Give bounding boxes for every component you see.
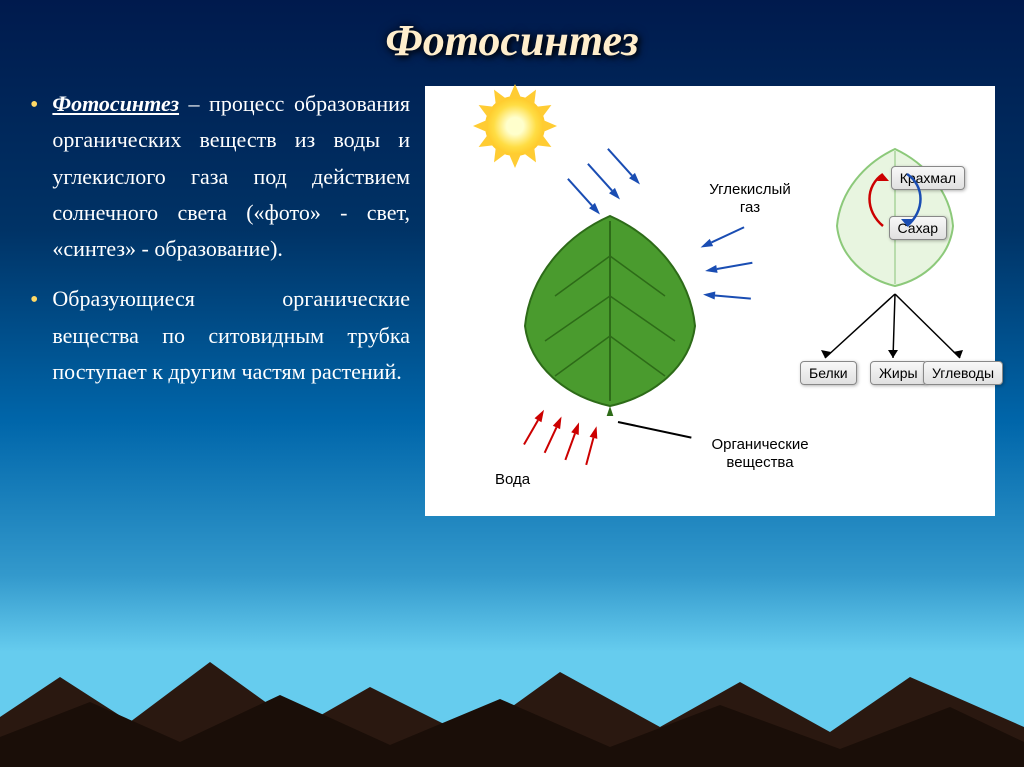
paragraph-2: Образующиеся органические вещества по си… <box>52 281 410 390</box>
label-water: Вода <box>495 471 530 488</box>
bullet-dot: • <box>30 86 38 267</box>
arrow-co2 <box>703 290 716 299</box>
page-title: Фотосинтез <box>0 0 1024 66</box>
paragraph-1-text: – процесс образования органических вещес… <box>52 91 410 261</box>
label-organic: Органические вещества <box>695 436 825 472</box>
arrow-co2 <box>704 265 717 275</box>
mountain-silhouette-icon <box>0 627 1024 767</box>
text-panel: • Фотосинтез – процесс образования орган… <box>30 86 410 516</box>
arrow-sunlight <box>629 173 643 187</box>
bullet-dot: • <box>30 281 38 390</box>
connectors-small-leaf <box>795 286 995 366</box>
arrow-water <box>553 415 565 429</box>
arrow-water <box>571 421 583 435</box>
leaf-main-icon <box>505 206 715 416</box>
sun-icon <box>485 96 545 156</box>
bullet-1: • Фотосинтез – процесс образования орган… <box>30 86 410 267</box>
diagram-panel: Углекислый газ Вода Органические веществ… <box>425 86 995 516</box>
bullet-2: • Образующиеся органические вещества по … <box>30 281 410 390</box>
arrow-sunlight <box>609 188 623 202</box>
arrow-water <box>590 425 601 439</box>
connector-organic <box>618 421 692 439</box>
cycle-arrows-icon <box>825 141 965 291</box>
paragraph-1: Фотосинтез – процесс образования органич… <box>52 86 410 267</box>
term-photosynthesis: Фотосинтез <box>52 91 179 116</box>
label-co2: Углекислый газ <box>700 181 800 217</box>
content-row: • Фотосинтез – процесс образования орган… <box>0 66 1024 516</box>
